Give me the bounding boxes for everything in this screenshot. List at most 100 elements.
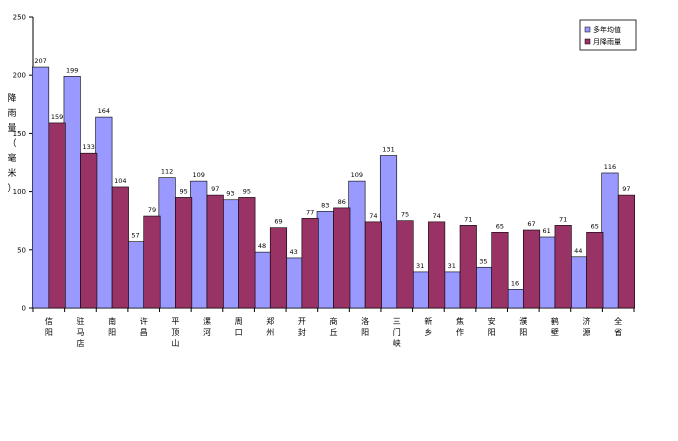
data-label: 69: [274, 218, 282, 226]
data-label: 207: [34, 57, 46, 65]
legend-label: 多年均值: [593, 25, 621, 34]
bar-avg: [316, 211, 334, 309]
bar-month: [586, 232, 604, 309]
category-label: 信阳: [45, 316, 53, 337]
legend-box: [579, 19, 637, 51]
bar-avg: [158, 177, 176, 309]
bar-avg: [538, 236, 556, 309]
bar-month: [396, 220, 414, 309]
bar-month: [175, 197, 193, 309]
category-label: 全省: [614, 316, 622, 337]
category-label: 周口: [235, 317, 243, 337]
bar-month: [522, 229, 541, 309]
data-label: 131: [382, 146, 394, 154]
data-label: 104: [114, 177, 126, 185]
data-label: 31: [448, 262, 456, 270]
category-label: 焦作: [456, 316, 464, 337]
category-labels: 信阳 驻马店 南阳 许昌 平顶山 漯河 周口 郑州 开封 商丘 洛阳 三门峡 新乡 焦作 安阳 濮阳 鹤壁 济源 全…: [45, 316, 622, 348]
bar-month: [428, 221, 446, 309]
data-label: 109: [351, 171, 363, 179]
data-label: 65: [496, 222, 504, 230]
bar-avg: [221, 199, 239, 309]
bar-avg: [95, 116, 113, 309]
data-label: 77: [306, 208, 314, 216]
bar-avg: [190, 180, 208, 309]
category-label: 鹤壁: [551, 316, 559, 337]
category-label: 济源: [583, 316, 591, 337]
bar-avg: [379, 155, 398, 309]
data-label: 43: [289, 248, 297, 256]
data-label: 61: [543, 227, 551, 235]
y-tick-label: 100: [13, 188, 26, 196]
y-tick-label: 200: [13, 72, 26, 80]
data-label: 71: [559, 215, 567, 223]
category-label: 开封: [298, 317, 306, 337]
bar-month: [364, 221, 382, 309]
category-label: 郑州: [266, 316, 274, 337]
y-axis-title: 降雨量（毫米）: [7, 92, 16, 194]
data-label: 48: [258, 242, 266, 250]
category-label: 安阳: [488, 316, 496, 337]
data-label: 133: [82, 143, 94, 151]
bar-month: [111, 186, 129, 309]
bar-month: [48, 122, 66, 309]
data-label: 95: [179, 187, 187, 195]
bar-month: [80, 152, 98, 309]
data-label: 31: [416, 262, 424, 270]
y-tick-label: 0: [22, 305, 26, 313]
data-label: 83: [321, 201, 329, 209]
legend-label: 月降雨量: [593, 37, 621, 46]
category-label: 洛阳: [361, 316, 369, 337]
bar-avg: [443, 271, 461, 309]
bar-avg: [411, 271, 429, 309]
data-label: 95: [243, 187, 251, 195]
y-axis-label: 降雨量（毫米）: [7, 92, 16, 194]
data-label: 199: [66, 66, 78, 74]
data-label: 164: [98, 107, 110, 115]
bar-avg: [506, 289, 524, 309]
data-label: 79: [148, 206, 156, 214]
category-label: 新乡: [424, 316, 432, 337]
data-label: 86: [338, 198, 346, 206]
bar-avg: [569, 256, 587, 309]
bar-avg: [348, 180, 366, 309]
data-label: 16: [511, 279, 519, 287]
data-label: 109: [193, 171, 205, 179]
bar-avg: [32, 66, 50, 309]
bar-month: [554, 225, 572, 309]
bar-avg: [253, 251, 271, 309]
bar-month: [143, 215, 161, 309]
category-label: 漯河: [203, 316, 211, 337]
category-label: 濮阳: [519, 316, 527, 337]
bar-month: [333, 207, 351, 309]
data-label: 74: [369, 212, 377, 220]
category-label: 平顶山: [171, 317, 179, 348]
data-label: 159: [51, 113, 63, 121]
data-label: 67: [527, 220, 535, 228]
bar-avg: [126, 241, 145, 309]
category-label: 商丘: [330, 316, 338, 337]
bar-avg: [601, 172, 619, 309]
bars: [32, 66, 635, 309]
y-tick-label: 150: [13, 130, 26, 138]
bar-month: [301, 218, 319, 309]
y-tick-label: 250: [13, 14, 26, 22]
bar-avg: [285, 257, 303, 309]
category-label: 南阳: [108, 316, 116, 337]
data-label: 74: [433, 212, 441, 220]
data-label: 116: [604, 163, 616, 171]
data-label: 97: [211, 185, 219, 193]
category-label: 驻马店: [76, 316, 84, 348]
data-label: 57: [131, 232, 139, 240]
data-label: 75: [401, 211, 409, 219]
bar-month: [206, 194, 224, 309]
bar-month: [269, 227, 288, 309]
data-label: 44: [574, 247, 582, 255]
bar-avg: [63, 76, 81, 309]
y-tick-label: 50: [17, 246, 26, 254]
value-labels: 207 199 164 57 112 109 93 48 43 83 109 131 31 31 35 16 6…: [34, 57, 630, 287]
bar-month: [238, 197, 256, 309]
